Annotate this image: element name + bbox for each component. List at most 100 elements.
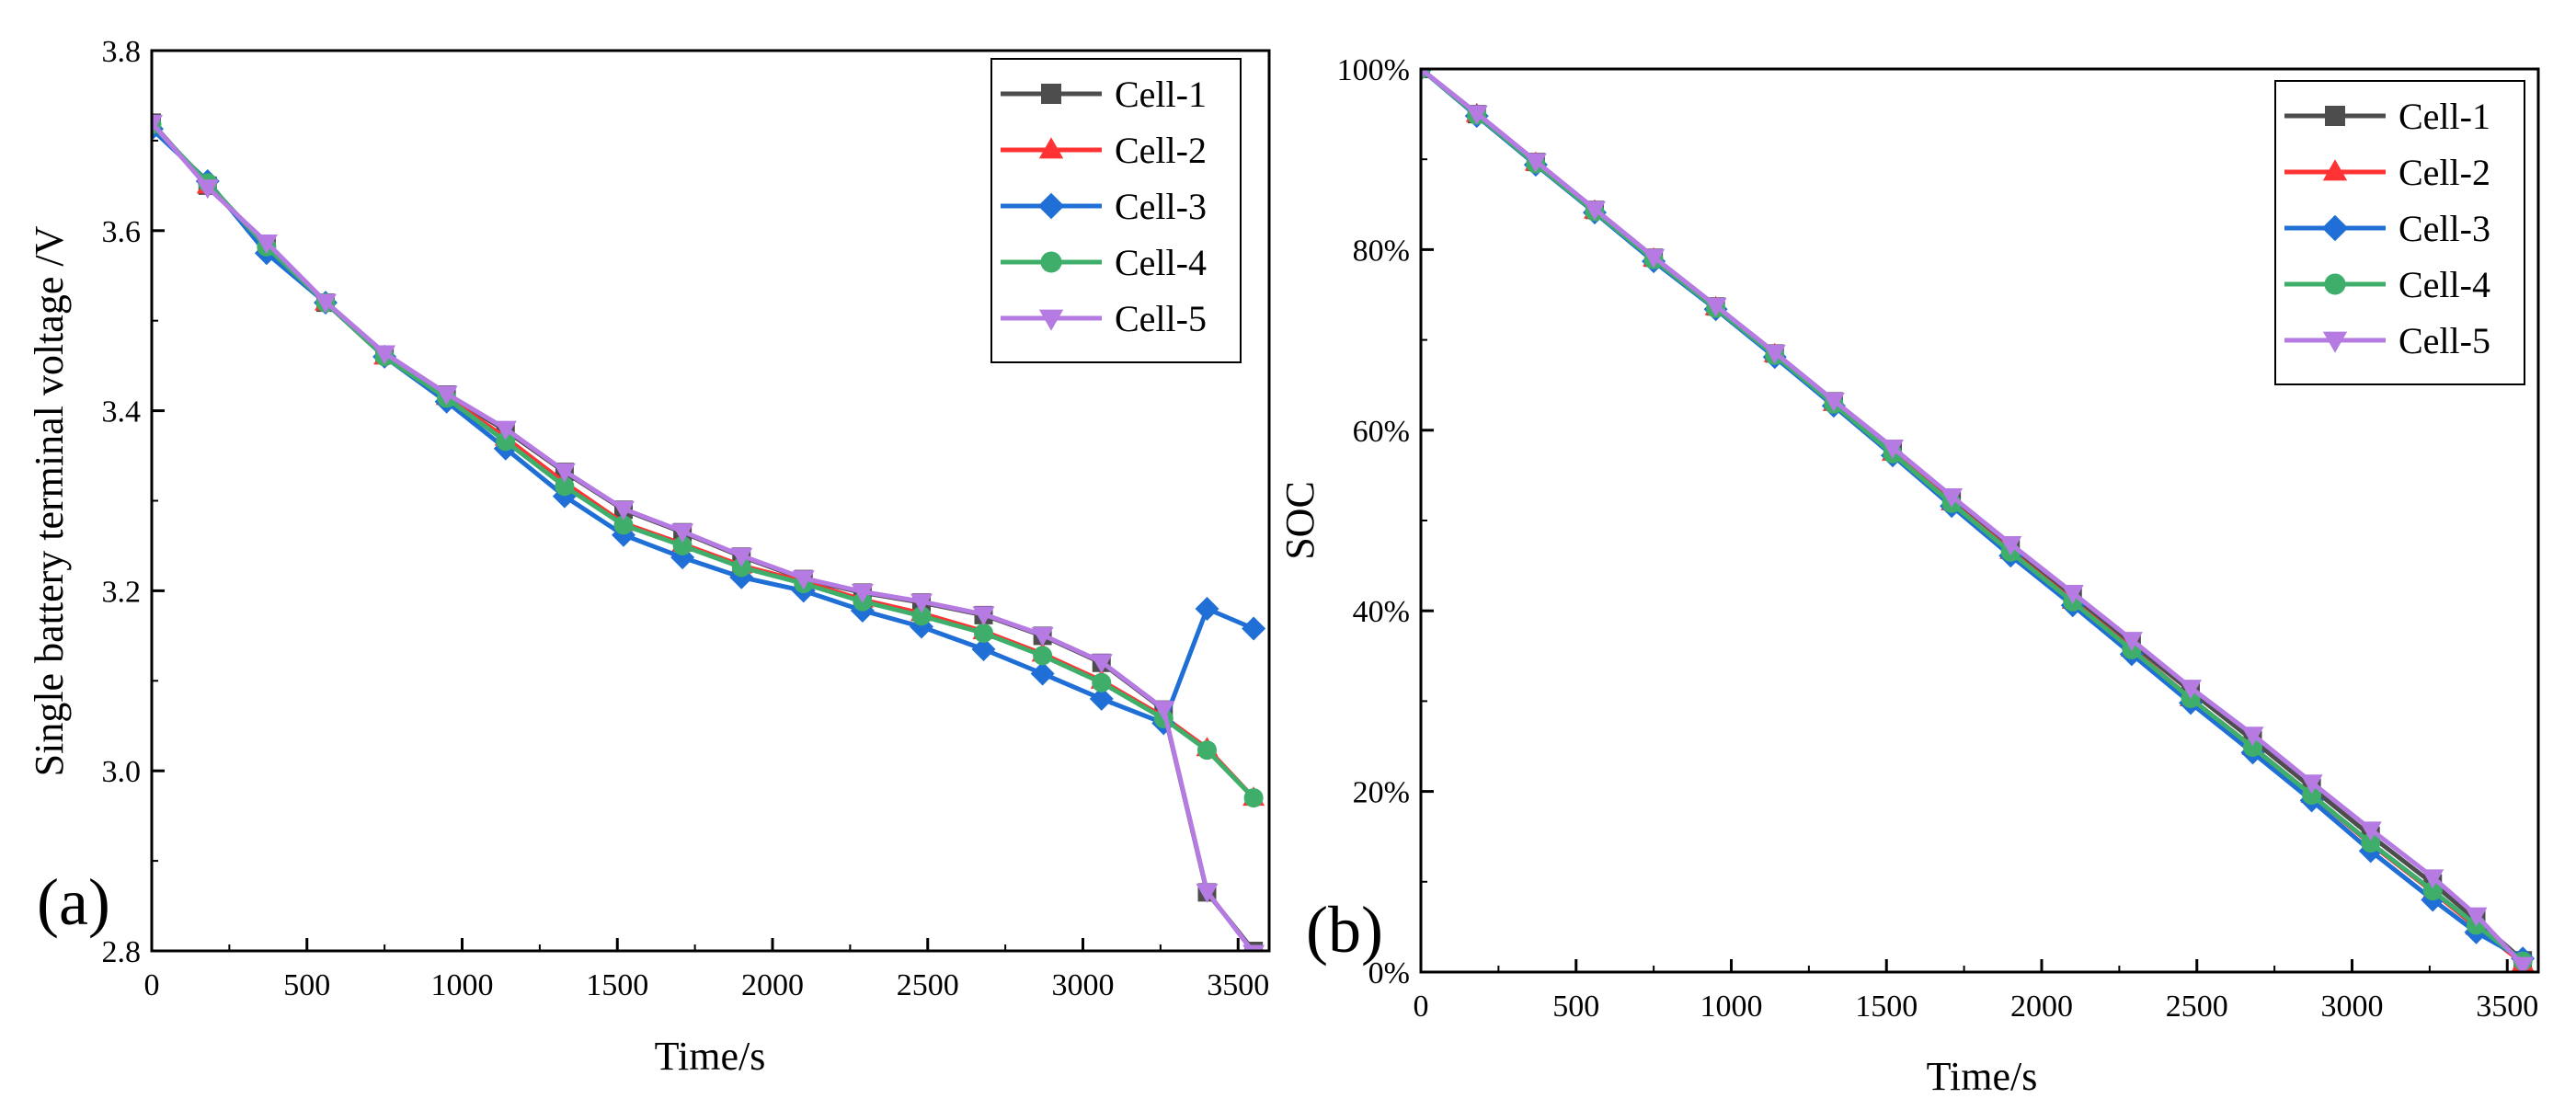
panel-a-legend-cell-2-marker [1038,137,1064,159]
panel-b-legend-cell-5-label: Cell-5 [2399,320,2490,361]
panel-a-cell-3-point [1089,686,1114,711]
panel-a-y-tick-label: 3.6 [102,215,142,249]
panel-b-cell-5-point [2465,907,2488,927]
panel-a-cell-5-point [255,235,278,255]
panel-a-cell-5-point [315,293,337,314]
panel-b-x-tick-label: 1500 [1855,990,1918,1024]
panel-b-soc-chart: 0 500 1000 1500 2000 2500 3000 3500 0% 20% 40% 60% 8… [1277,53,2540,1099]
panel-a-x-tick-label: 3000 [1052,968,1115,1002]
panel-a-cell-4-point [1243,788,1264,808]
panel-b-x-axis-label: Time/s [1927,1054,2038,1099]
panel-a-cell-3-point [1195,596,1219,621]
panel-b-cell-5-point [1941,487,1963,508]
panel-b-legend-cell-4-marker [2324,273,2346,295]
panel-b-series [1421,69,2536,972]
panel-a-cell-5-point [613,500,635,521]
panel-a-cell-5-point [1031,626,1054,647]
panel-b-x-tick-label: 3500 [2476,990,2538,1024]
panel-b-x-tick-label: 0 [1414,990,1429,1024]
panel-a-x-axis-label: Time/s [655,1034,766,1079]
panel-a-legend-cell-3-marker [1037,192,1065,220]
panel-b-y-axis-label: SOC [1277,481,1322,560]
panel-a-legend-cell-4-marker [1040,251,1062,273]
panel-a-cell-5-point [671,523,694,544]
panel-b-cell-5-point [1421,69,1428,81]
panel-b-legend-cell-2-marker [2322,159,2348,181]
panel-b-label: (b) [1306,893,1383,967]
panel-a-cell-4-point [974,623,993,643]
panel-a-y-tick-label: 2.8 [102,935,142,969]
panel-b-x-tick-label: 500 [1552,990,1599,1024]
panel-a-cell-5-point [152,114,163,134]
panel-a-cell-5-point [1242,944,1265,951]
panel-a-cell-5-point [1152,701,1175,721]
panel-b-cell-4-point [2243,737,2262,757]
panel-a-cell-5-point [373,345,396,365]
panel-a-cell-3-point [971,637,996,662]
panel-b-cell-5-point [2359,821,2382,841]
panel-a-legend-cell-1-label: Cell-1 [1115,74,1207,115]
panel-b-cell-4-point [2361,833,2381,853]
panel-a-cell-4-point [1197,740,1217,761]
panel-a-cell-4-point [672,535,693,555]
panel-b-y-tick-label: 20% [1353,776,1410,810]
panel-a-x-tick-label: 3500 [1207,968,1269,1002]
panel-a-cell-5-point [1196,883,1219,903]
panel-a-legend-cell-5-label: Cell-5 [1115,298,1207,339]
panel-b-legend-cell-4-label: Cell-4 [2399,264,2490,305]
panel-b-y-tick-label: 80% [1353,234,1410,268]
panel-a-y-tick-label: 3.8 [102,35,142,69]
panel-a-x-tick-label: 1000 [431,968,494,1002]
panel-a-legend-cell-4-label: Cell-4 [1115,242,1207,283]
panel-b-legend-cell-2-label: Cell-2 [2399,152,2490,193]
panel-a-label: (a) [37,865,110,939]
panel-a-cell-4-point [613,515,634,535]
panel-b-cell-5-point [1882,439,1904,459]
panel-b-y-tick-label: 60% [1353,415,1410,449]
panel-a-cell-5-point [435,385,458,406]
panel-a-cell-5-point [792,570,815,590]
panel-a-y-tick-label: 3.0 [102,755,142,789]
panel-b-ticks: 0 500 1000 1500 2000 2500 3000 3500 0% 20% 40% 60% 8… [1337,53,2539,1024]
panel-a-ticks: 0 500 1000 1500 2000 2500 3000 3500 2.8 3.0 3.2 3.4… [102,35,1270,1002]
panel-a-cell-5-point [494,420,517,441]
panel-b-legend: Cell-1 Cell-2 Cell-3 Cell-4 Cell-5 [2274,80,2525,385]
panel-b-legend-cell-5-marker [2322,331,2348,353]
panel-a-cell-5-point [553,463,576,483]
panel-b-cell-5-point [2512,956,2535,972]
panel-b-cell-5-point [1524,153,1547,173]
panel-b-legend-cell-3-marker [2321,214,2349,242]
panel-a-cell-3-point [1242,616,1266,641]
panel-b-legend-cell-1-label: Cell-1 [2399,96,2490,137]
panel-a-cell-5-point [730,547,753,567]
panel-b-cell-5-point [1999,536,2022,556]
panel-a-cell-4-point [1092,672,1112,692]
panel-a-x-tick-label: 2500 [897,968,959,1002]
panel-a-legend: Cell-1 Cell-2 Cell-3 Cell-4 Cell-5 [990,58,1242,363]
panel-a-voltage-chart: 0 500 1000 1500 2000 2500 3000 3500 2.8 3.0 3.2 3.4… [27,35,1271,1079]
panel-b-cell-5-line [1421,69,2525,967]
panel-b-cell-5-point [2300,774,2323,795]
panel-b-y-tick-label: 0% [1368,956,1410,990]
panel-a-series [152,112,1266,951]
panel-b-cell-5-point [1763,344,1786,364]
panel-a-cell-4-point [555,476,575,497]
panel-a-x-tick-label: 500 [283,968,330,1002]
panel-b-cell-5-point [2241,727,2264,747]
panel-a-cell-5-line [152,120,1255,951]
panel-b-x-tick-label: 2500 [2166,990,2228,1024]
panel-b-legend-cell-1-marker [2325,106,2345,126]
panel-a-legend-cell-2-label: Cell-2 [1115,130,1207,171]
panel-a-cell-5-point [910,593,933,613]
panel-a-cell-5-point [196,179,219,200]
panel-b-cell-5-point [2120,632,2143,652]
panel-a-cell-5-point [851,583,874,603]
panel-a-legend-cell-5-marker [1038,309,1064,331]
panel-b-cell-5-point [1643,248,1666,269]
panel-b-cell-4-point [2302,785,2322,806]
panel-a-cell-5-point [1090,654,1113,674]
panel-a-cell-4-point [1033,646,1053,666]
panel-a-x-tick-label: 1500 [586,968,648,1002]
